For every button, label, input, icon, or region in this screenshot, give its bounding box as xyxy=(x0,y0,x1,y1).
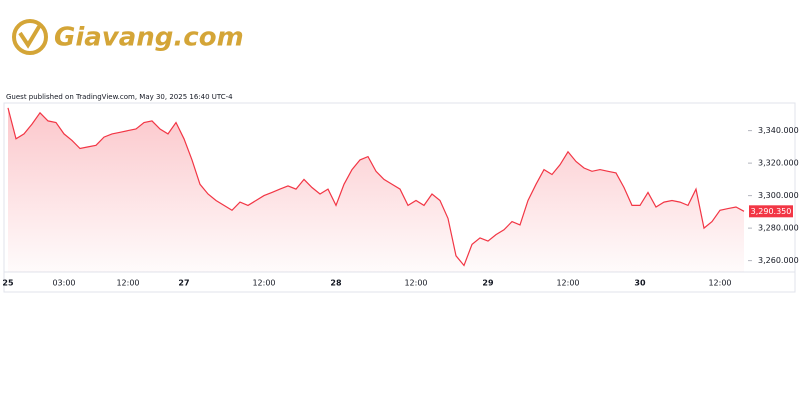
y-tick-label: 3,280.000 xyxy=(758,224,799,233)
x-tick-label: 12:00 xyxy=(556,279,579,288)
y-tick-label: 3,300.000 xyxy=(758,191,799,200)
x-tick-label: 29 xyxy=(482,279,494,288)
logo-icon xyxy=(12,19,48,55)
y-tick-label: 3,340.000 xyxy=(758,126,799,135)
x-tick-label: 12:00 xyxy=(404,279,427,288)
brand: Giavang.com xyxy=(54,23,244,53)
area xyxy=(8,107,744,273)
line xyxy=(7,107,745,267)
x-tick-label: 27 xyxy=(178,279,189,288)
x-tick-label: 12:00 xyxy=(708,279,731,288)
x-tick-label: 03:00 xyxy=(52,279,75,288)
y-tick-label: 3,320.000 xyxy=(758,159,799,168)
x-tick-label: 30 xyxy=(634,279,646,288)
x-tick-label: 28 xyxy=(330,279,342,288)
x-tick-label: 12:00 xyxy=(116,279,139,288)
last-value-label: 3,290.350 xyxy=(751,207,792,216)
last-value-marker xyxy=(749,205,793,218)
x-tick-label: 25 xyxy=(2,279,14,288)
subtitle: Guest published on TradingView.com, May … xyxy=(6,93,233,101)
x-tick-label: 12:00 xyxy=(252,279,275,288)
frame xyxy=(3,102,796,293)
y-tick-label: 3,260.000 xyxy=(758,256,799,265)
